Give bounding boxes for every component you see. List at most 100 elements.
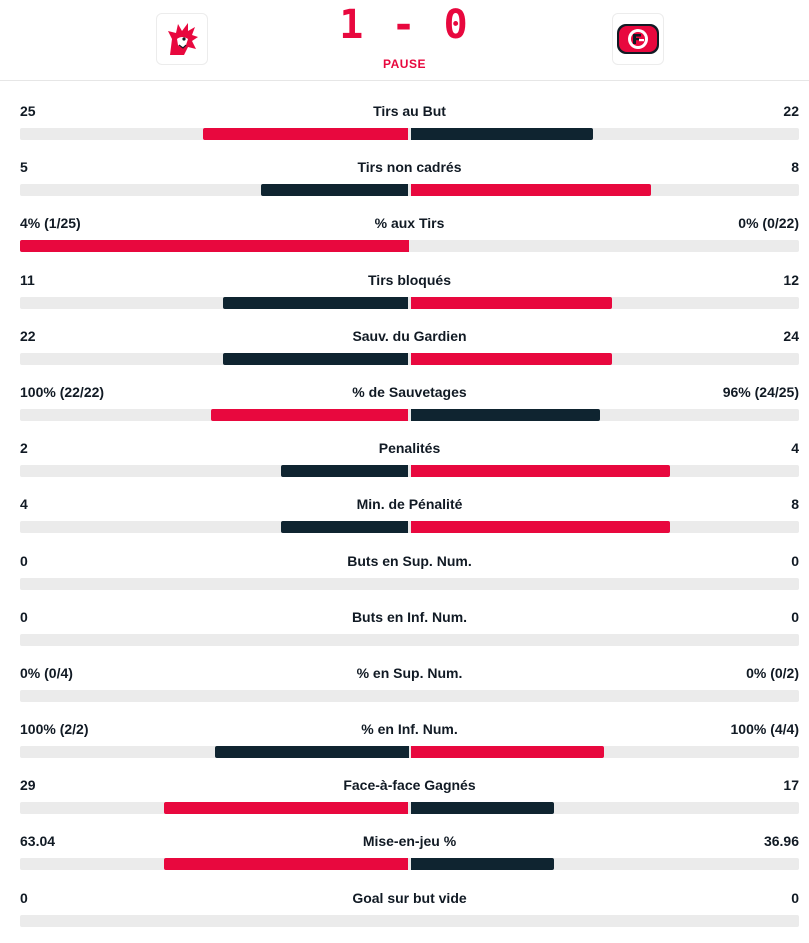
away-stat-value: 8	[791, 159, 799, 176]
fribourg-gotteron-logo-icon	[617, 24, 659, 54]
stat-row: 4 Min. de Pénalité 8	[20, 493, 799, 549]
stat-label: % en Inf. Num.	[361, 721, 458, 738]
stat-row: 0% (0/4) % en Sup. Num. 0% (0/2)	[20, 662, 799, 718]
away-team-logo[interactable]	[612, 13, 664, 65]
stat-label: Buts en Inf. Num.	[351, 608, 468, 625]
stat-row: 22 Sauv. du Gardien 24	[20, 325, 799, 381]
stat-text: 0% (0/4) % en Sup. Num. 0% (0/2)	[20, 662, 799, 684]
home-stat-value: 100% (2/2)	[20, 721, 89, 738]
stat-row: 100% (22/22) % de Sauvetages 96% (24/25)	[20, 381, 799, 437]
stat-row: 29 Face-à-face Gagnés 17	[20, 774, 799, 830]
home-stat-bar	[164, 858, 409, 871]
stat-bar-track	[20, 465, 799, 478]
away-stat-value: 22	[783, 103, 799, 119]
stat-label: Tirs non cadrés	[357, 159, 462, 176]
away-stat-bar	[410, 746, 605, 759]
stat-label: Face-à-face Gagnés	[343, 777, 476, 794]
home-stat-value: 0	[20, 889, 28, 906]
home-stat-bar	[280, 521, 409, 534]
stat-bar-track	[20, 746, 799, 759]
away-stat-bar	[410, 184, 651, 197]
home-stat-value: 0	[20, 608, 28, 625]
stat-label: Tirs au But	[373, 103, 446, 119]
stat-bar-track	[20, 802, 799, 815]
stat-row: 63.04 Mise-en-jeu % 36.96	[20, 830, 799, 886]
away-stat-value: 12	[783, 271, 799, 288]
home-stat-bar	[20, 240, 409, 253]
home-stat-value: 4% (1/25)	[20, 215, 81, 232]
stat-label: Penalités	[378, 440, 441, 457]
stat-label: % en Sup. Num.	[356, 664, 463, 681]
home-stat-value: 22	[20, 327, 36, 344]
stat-label: Buts en Sup. Num.	[347, 552, 472, 569]
stat-row: 100% (2/2) % en Inf. Num. 100% (4/4)	[20, 718, 799, 774]
away-stat-bar	[410, 802, 554, 815]
stat-row: 25 Tirs au But 22	[20, 100, 799, 156]
stat-bar-track	[20, 128, 799, 140]
home-stat-value: 0	[20, 552, 28, 569]
home-stat-bar	[261, 184, 409, 197]
away-stat-value: 0% (0/22)	[738, 215, 799, 232]
away-stat-value: 8	[791, 496, 799, 513]
stat-label: Goal sur but vide	[352, 889, 467, 906]
away-stat-value: 36.96	[763, 833, 799, 850]
stat-label: Sauv. du Gardien	[352, 327, 467, 344]
stat-bar-track	[20, 858, 799, 871]
stat-text: 5 Tirs non cadrés 8	[20, 156, 799, 178]
stat-text: 11 Tirs bloqués 12	[20, 269, 799, 291]
stat-row: 11 Tirs bloqués 12	[20, 269, 799, 325]
away-stat-value: 17	[783, 777, 799, 794]
away-stat-value: 0	[791, 889, 799, 906]
stat-text: 100% (22/22) % de Sauvetages 96% (24/25)	[20, 381, 799, 403]
stat-bar-track	[20, 914, 799, 927]
away-stat-value: 100% (4/4)	[730, 721, 799, 738]
stat-row: 0 Buts en Inf. Num. 0	[20, 606, 799, 662]
match-score: 1 - 0	[339, 2, 470, 48]
home-stat-value: 25	[20, 103, 36, 119]
stat-text: 25 Tirs au But 22	[20, 100, 799, 122]
away-stat-bar	[410, 128, 593, 140]
stat-bar-track	[20, 408, 799, 421]
stat-text: 100% (2/2) % en Inf. Num. 100% (4/4)	[20, 718, 799, 740]
stat-label: % aux Tirs	[374, 215, 445, 232]
stat-text: 0 Buts en Sup. Num. 0	[20, 550, 799, 572]
stat-row: 0 Buts en Sup. Num. 0	[20, 550, 799, 606]
stat-text: 63.04 Mise-en-jeu % 36.96	[20, 830, 799, 852]
stat-bar-track	[20, 352, 799, 365]
home-stat-value: 4	[20, 496, 28, 513]
home-stat-value: 29	[20, 777, 36, 794]
stat-row: 2 Penalités 4	[20, 437, 799, 493]
home-stat-value: 2	[20, 440, 28, 457]
stat-text: 2 Penalités 4	[20, 437, 799, 459]
away-stat-bar	[410, 858, 554, 871]
stat-label: Min. de Pénalité	[356, 496, 463, 513]
stat-text: 4% (1/25) % aux Tirs 0% (0/22)	[20, 212, 799, 234]
home-stat-value: 11	[20, 271, 35, 288]
away-stat-bar	[410, 296, 613, 309]
home-stat-value: 0% (0/4)	[20, 664, 73, 681]
home-team-logo[interactable]	[156, 13, 208, 65]
away-stat-bar	[410, 408, 601, 421]
stats-list: 25 Tirs au But 22 5 Tirs non cadrés 8 4% (1/25…	[20, 100, 799, 943]
away-stat-value: 96% (24/25)	[722, 383, 799, 400]
stat-label: Tirs bloqués	[368, 271, 451, 288]
home-stat-bar	[222, 296, 409, 309]
home-stat-bar	[203, 128, 409, 140]
stat-label: % de Sauvetages	[352, 383, 467, 400]
home-stat-value: 100% (22/22)	[20, 383, 105, 400]
stat-bar-track	[20, 184, 799, 197]
stat-text: 0 Goal sur but vide 0	[20, 887, 799, 909]
stat-row: 5 Tirs non cadrés 8	[20, 156, 799, 212]
match-status: PAUSE	[383, 57, 426, 71]
away-stat-value: 24	[783, 327, 799, 344]
away-stat-bar	[410, 352, 613, 365]
away-stat-bar	[410, 521, 671, 534]
stat-text: 29 Face-à-face Gagnés 17	[20, 774, 799, 796]
stat-row: 4% (1/25) % aux Tirs 0% (0/22)	[20, 212, 799, 268]
stat-text: 4 Min. de Pénalité 8	[20, 493, 799, 515]
home-stat-bar	[214, 746, 409, 759]
stat-text: 0 Buts en Inf. Num. 0	[20, 606, 799, 628]
stat-text: 22 Sauv. du Gardien 24	[20, 325, 799, 347]
away-stat-bar	[410, 465, 671, 478]
home-stat-bar	[222, 352, 409, 365]
